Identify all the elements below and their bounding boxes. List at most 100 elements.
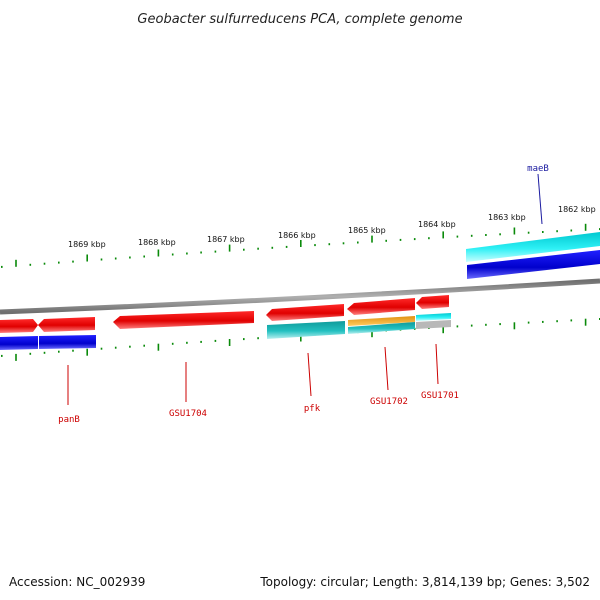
panB-gene-feature[interactable]	[39, 335, 96, 349]
major-tick	[442, 326, 444, 334]
gene-label-maeB[interactable]: maeB	[527, 164, 549, 174]
gene-label-GSU1701[interactable]: GSU1701	[421, 391, 459, 401]
GSU1704-cds-feature[interactable]	[113, 311, 254, 329]
minor-tick	[385, 239, 387, 242]
minor-tick	[556, 230, 558, 233]
minor-tick	[171, 342, 174, 345]
maeB-leader-line	[537, 173, 543, 225]
major-tick	[513, 322, 516, 330]
GSU1702-orange-feature[interactable]	[348, 316, 415, 326]
major-tick	[371, 330, 373, 338]
minor-tick	[171, 253, 174, 256]
minor-tick	[527, 231, 530, 234]
ruler-label-1863: 1863 kbp	[488, 213, 526, 222]
minor-tick	[342, 242, 345, 245]
minor-tick	[1, 265, 3, 268]
minor-tick	[114, 257, 117, 260]
major-tick	[584, 318, 587, 326]
ruler-label-1862: 1862 kbp	[558, 205, 596, 214]
major-tick	[513, 227, 516, 235]
GSU1702-leader-line	[384, 346, 389, 391]
minor-tick	[413, 238, 416, 241]
reverse-gene-row	[0, 313, 451, 350]
major-tick	[228, 244, 231, 252]
topology-text: Topology: circular; Length: 3,814,139 bp…	[259, 575, 590, 589]
minor-tick	[100, 347, 103, 350]
ruler-label-1864: 1864 kbp	[418, 220, 456, 229]
ruler-label-1868: 1868 kbp	[138, 238, 176, 247]
gene-left-edge-feature[interactable]	[0, 336, 38, 350]
minor-tick	[257, 247, 259, 250]
minor-tick	[499, 323, 501, 326]
major-tick	[228, 339, 231, 346]
minor-tick	[570, 229, 573, 232]
minor-tick	[542, 320, 544, 323]
minor-tick	[200, 340, 202, 343]
GSU1701-leader-line	[435, 343, 439, 385]
minor-tick	[72, 260, 74, 263]
minor-tick	[43, 351, 46, 354]
gene-label-GSU1704[interactable]: GSU1704	[169, 409, 207, 419]
minor-tick	[243, 338, 245, 341]
minor-tick	[200, 251, 202, 254]
ruler-label-1866: 1866 kbp	[278, 231, 316, 240]
minor-tick	[499, 233, 501, 236]
minor-tick	[186, 341, 188, 344]
minor-tick	[214, 339, 217, 342]
major-tick	[442, 231, 444, 239]
pfk-cds-feature[interactable]	[266, 304, 344, 321]
minor-tick	[485, 323, 487, 326]
major-tick	[300, 334, 302, 342]
major-tick	[584, 223, 587, 231]
minor-tick	[29, 352, 32, 355]
GSU1701-grey-feature[interactable]	[416, 320, 451, 329]
GSU1701-cds-feature[interactable]	[416, 295, 449, 309]
panB-cds-feature[interactable]	[38, 317, 95, 332]
major-tick	[371, 235, 373, 243]
accession-text: Accession: NC_002939	[9, 575, 145, 589]
cds-left-edge-feature[interactable]	[0, 319, 38, 333]
ruler-label-1869: 1869 kbp	[68, 240, 106, 249]
ruler-label-1867: 1867 kbp	[207, 235, 245, 244]
outer-ruler-ticks	[1, 223, 600, 268]
minor-tick	[257, 337, 259, 340]
minor-tick	[1, 354, 3, 357]
minor-tick	[129, 345, 131, 348]
GSU1701-cyan-feature[interactable]	[416, 313, 451, 321]
minor-tick	[556, 320, 558, 323]
minor-tick	[485, 234, 487, 236]
minor-tick	[72, 349, 74, 352]
minor-tick	[328, 243, 331, 246]
GSU1702-cds-feature[interactable]	[347, 298, 415, 315]
GSU1702-teal-feature[interactable]	[348, 322, 415, 334]
genome-backbone	[0, 278, 600, 315]
maeB-gene-feature[interactable]	[467, 250, 600, 279]
minor-tick	[143, 255, 145, 258]
minor-tick	[214, 250, 217, 253]
major-tick	[15, 353, 17, 361]
pfk-gene-feature[interactable]	[267, 321, 345, 339]
minor-tick	[114, 346, 117, 349]
major-tick	[86, 348, 88, 356]
major-tick	[157, 343, 160, 351]
minor-tick	[527, 321, 530, 324]
gene-label-pfk[interactable]: pfk	[304, 404, 321, 414]
gene-labels: maeB panB GSU1704 pfk GSU1702 GSU1701	[58, 164, 549, 425]
major-tick	[15, 259, 17, 267]
major-tick	[157, 249, 160, 257]
genome-title: Geobacter sulfurreducens PCA, complete g…	[137, 12, 462, 27]
minor-tick	[470, 234, 473, 237]
minor-tick	[456, 235, 459, 238]
gene-label-panB[interactable]: panB	[58, 415, 80, 425]
gene-label-GSU1702[interactable]: GSU1702	[370, 397, 408, 407]
minor-tick	[470, 324, 473, 327]
major-tick	[300, 240, 302, 247]
minor-tick	[456, 325, 459, 328]
label-leaders	[67, 173, 543, 405]
major-tick	[86, 254, 88, 262]
minor-tick	[58, 261, 60, 264]
minor-tick	[285, 245, 288, 248]
maeB-cds-feature[interactable]	[466, 232, 600, 262]
minor-tick	[570, 319, 573, 322]
